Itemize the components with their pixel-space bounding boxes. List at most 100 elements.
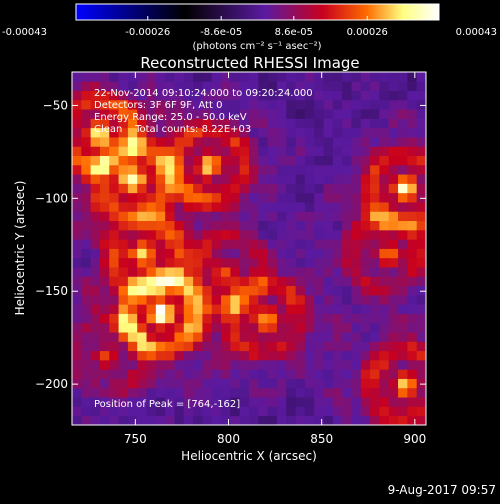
heatmap-cell <box>109 146 119 157</box>
heatmap-cell <box>109 90 119 101</box>
heatmap-cell <box>388 118 399 129</box>
heatmap-cell <box>165 229 175 240</box>
heatmap-cell <box>258 397 269 407</box>
heatmap-cell <box>72 146 82 157</box>
heatmap-cell <box>137 72 147 82</box>
heatmap-cell <box>90 164 101 175</box>
heatmap-cell <box>99 415 110 425</box>
heatmap-cell <box>183 406 194 417</box>
heatmap-cell <box>137 257 147 268</box>
heatmap-cell <box>370 174 380 184</box>
heatmap-cell <box>407 155 418 166</box>
heatmap-cell <box>295 359 306 370</box>
heatmap-cell <box>416 285 426 296</box>
heatmap-cell <box>388 248 399 259</box>
heatmap-cell <box>193 359 203 370</box>
heatmap-cell <box>230 248 241 259</box>
heatmap-cell <box>286 72 296 82</box>
heatmap-cell <box>109 313 119 324</box>
heatmap-cell <box>127 387 138 398</box>
heatmap-cell <box>127 183 138 194</box>
heatmap-cell <box>230 387 241 398</box>
heatmap-cell <box>379 415 390 425</box>
heatmap-cell <box>398 192 408 203</box>
heatmap-cell <box>342 90 352 101</box>
heatmap-cell <box>332 369 343 379</box>
heatmap-cell <box>165 155 175 166</box>
heatmap-cell <box>239 202 250 212</box>
heatmap-cell <box>137 220 147 231</box>
heatmap-cell <box>174 248 185 259</box>
heatmap-cell <box>276 248 287 259</box>
heatmap-cell <box>81 146 92 157</box>
heatmap-cell <box>202 202 213 212</box>
heatmap-cell <box>267 90 278 101</box>
heatmap-cell <box>72 155 82 166</box>
heatmap-cell <box>193 202 203 212</box>
heatmap-cell <box>81 127 92 138</box>
heatmap-cell <box>127 211 138 222</box>
heatmap-cell <box>155 174 166 184</box>
heatmap-cell <box>304 350 315 361</box>
heatmap-cell <box>193 276 203 287</box>
heatmap-cell <box>239 137 250 147</box>
heatmap-cell <box>370 248 380 259</box>
heatmap-cell <box>258 257 269 268</box>
heatmap-cell <box>351 239 362 249</box>
heatmap-cell <box>267 99 278 110</box>
heatmap-cell <box>267 415 278 425</box>
heatmap-cell <box>221 387 231 398</box>
heatmap-cell <box>249 294 259 305</box>
heatmap-cell <box>314 109 324 119</box>
heatmap-cell <box>99 155 110 166</box>
heatmap-cell <box>323 127 334 138</box>
heatmap-cell <box>230 378 241 389</box>
heatmap-cell <box>165 192 175 203</box>
heatmap-cell <box>323 211 334 222</box>
heatmap-cell <box>407 378 418 389</box>
heatmap-cell <box>379 183 390 194</box>
heatmap-cell <box>72 415 82 425</box>
heatmap-cell <box>388 415 399 425</box>
heatmap-cell <box>295 313 306 324</box>
heatmap-cell <box>202 322 213 333</box>
heatmap-cell <box>370 397 380 407</box>
heatmap-cell <box>193 183 203 194</box>
heatmap-cell <box>155 90 166 101</box>
heatmap-cell <box>276 72 287 82</box>
heatmap-cell <box>276 406 287 417</box>
heatmap-cell <box>99 369 110 379</box>
heatmap-cell <box>267 406 278 417</box>
heatmap-cell <box>193 415 203 425</box>
heatmap-cell <box>109 387 119 398</box>
heatmap-cell <box>342 294 352 305</box>
heatmap-cell <box>193 285 203 296</box>
heatmap-cell <box>127 350 138 361</box>
heatmap-cell <box>109 304 119 314</box>
heatmap-cell <box>118 397 129 407</box>
heatmap-cell <box>72 127 82 138</box>
heatmap-cell <box>127 137 138 147</box>
heatmap-cell <box>304 127 315 138</box>
heatmap-cell <box>370 239 380 249</box>
heatmap-cell <box>90 248 101 259</box>
heatmap-cell <box>370 341 380 352</box>
heatmap-cell <box>398 378 408 389</box>
heatmap-cell <box>351 192 362 203</box>
heatmap-cell <box>183 137 194 147</box>
colorbar-tick-label: -0.00043 <box>2 27 47 38</box>
heatmap-cell <box>211 267 222 277</box>
heatmap-cell <box>99 146 110 157</box>
heatmap-cell <box>342 248 352 259</box>
heatmap-cell <box>137 99 147 110</box>
heatmap-cell <box>155 369 166 379</box>
heatmap-cell <box>398 183 408 194</box>
heatmap-cell <box>314 257 324 268</box>
heatmap-cell <box>370 304 380 314</box>
heatmap-cell <box>239 174 250 184</box>
heatmap-cell <box>295 406 306 417</box>
heatmap-cell <box>295 202 306 212</box>
heatmap-cell <box>267 72 278 82</box>
heatmap-cell <box>183 220 194 231</box>
heatmap-cell <box>314 313 324 324</box>
